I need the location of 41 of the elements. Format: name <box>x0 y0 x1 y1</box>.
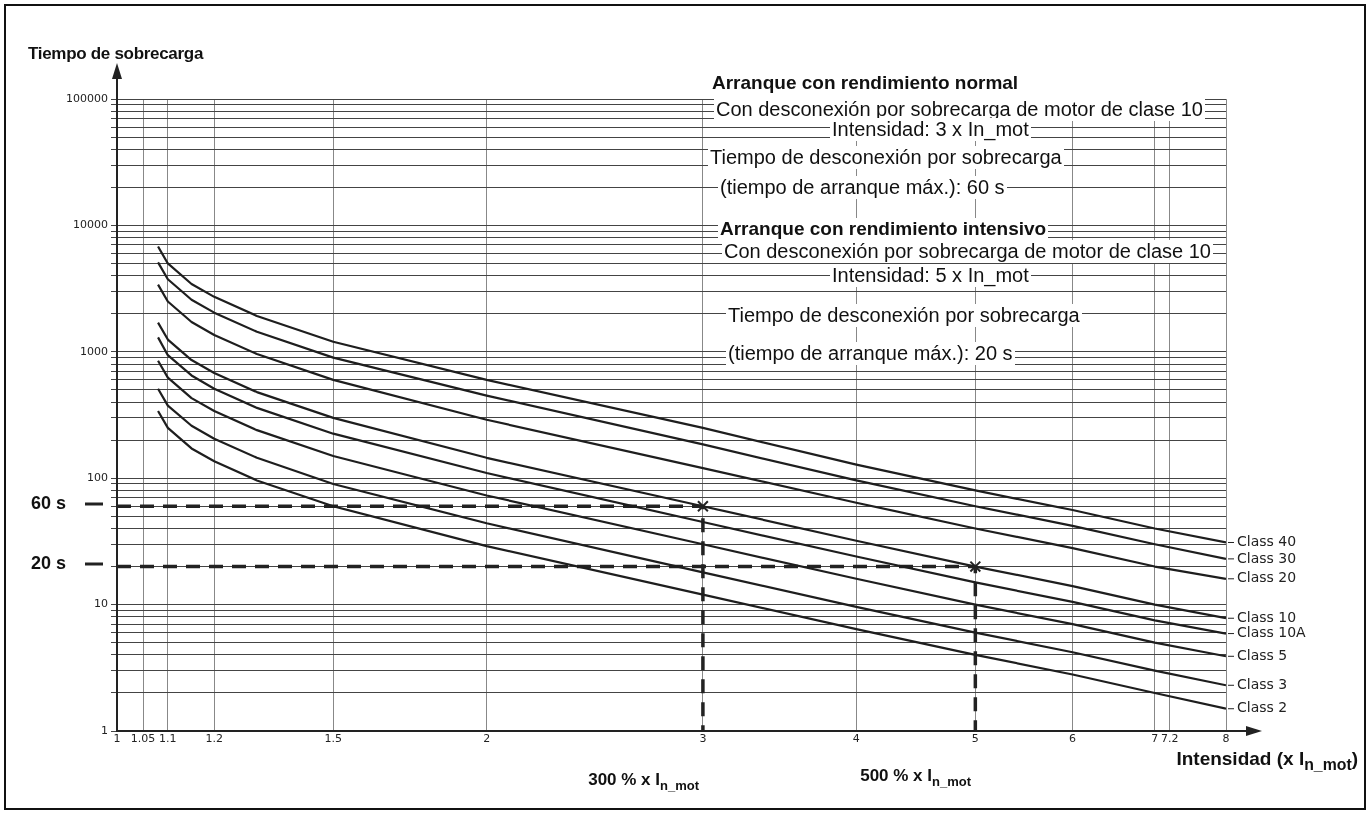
x-tick-label: 3 <box>699 732 707 746</box>
x-tick-label: 2 <box>483 732 491 746</box>
x-tick-label: 6 <box>1069 732 1077 746</box>
x-tick-label: 1.2 <box>205 732 223 746</box>
y-tick-label: 10000 <box>73 218 108 232</box>
annotation: Intensidad: 5 x In_mot <box>830 264 1031 287</box>
x-tick-label: 1 <box>113 732 121 746</box>
x-tick-label: 8 <box>1222 732 1230 746</box>
x-tick-label: 1.1 <box>159 732 177 746</box>
y-tick-label: 100 <box>87 471 108 485</box>
legend-label: Class 20 <box>1237 569 1297 586</box>
legend-label: Class 10 <box>1237 608 1297 625</box>
y-tick-label: 10 <box>94 597 108 611</box>
x-tick-label: 1.5 <box>324 732 342 746</box>
annotation: Tiempo de desconexión por sobrecarga <box>726 304 1082 327</box>
annotation: Tiempo de desconexión por sobrecarga <box>708 146 1064 169</box>
text: Arranque con rendimiento normal <box>710 72 1021 94</box>
annotation: Arranque con rendimiento intensivo <box>718 218 1049 240</box>
annotation: (tiempo de arranque máx.): 60 s <box>718 176 1007 199</box>
x-axis-title: Intensidad (x I$_{n_mot}$) <box>1176 748 1358 774</box>
legend-label: Class 30 <box>1237 549 1297 566</box>
x-tick-label: 1.05 <box>130 732 156 746</box>
legend-label: Class 10A <box>1237 624 1307 641</box>
annotation: (tiempo de arranque máx.): 20 s <box>726 342 1015 365</box>
y-tick-label: 1000 <box>80 344 108 358</box>
legend-label: Class 40 <box>1237 533 1297 550</box>
legend-label: Class 5 <box>1237 646 1288 663</box>
y-tick-label: 1 <box>101 723 108 737</box>
y-tick-label: 100000 <box>66 91 108 105</box>
annotation: Con desconexión por sobrecarga de motor de clase 10 <box>722 240 1213 263</box>
y-axis-title: Tiempo de sobrecarga <box>28 44 204 64</box>
annotation: Intensidad: 3 x In_mot <box>830 118 1031 141</box>
x-tick-label: 7 <box>1151 732 1159 746</box>
x-tick-label: 7.2 <box>1161 732 1179 746</box>
x-tick-label: 5 <box>971 732 979 746</box>
annotation: Con desconexión por sobrecarga de motor de clase 10 <box>714 98 1205 121</box>
text: 60 s <box>30 492 67 513</box>
text: 20 s <box>30 552 67 573</box>
legend-label: Class 2 <box>1237 699 1288 716</box>
legend-label: Class 3 <box>1237 675 1288 692</box>
x-tick-label: 4 <box>852 732 860 746</box>
